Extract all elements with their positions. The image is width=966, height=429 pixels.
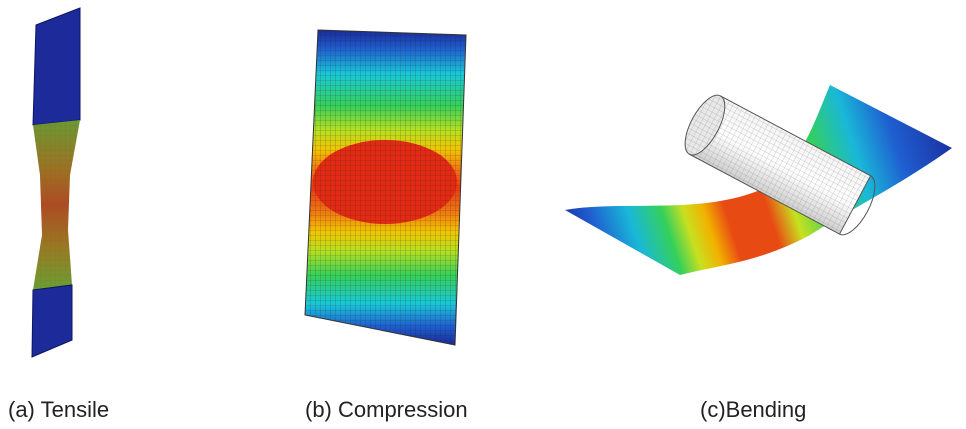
caption-bending: (c)Bending xyxy=(700,397,806,422)
grip-bottom xyxy=(32,285,72,357)
figure: (a) Tensile (b) Compression (c)Bending xyxy=(0,0,966,429)
caption-compression: (b) Compression xyxy=(305,397,468,422)
tensile-specimen xyxy=(32,8,80,357)
page: {"captions": {"tensile": "(a) Tensile", … xyxy=(0,0,966,429)
plate-mesh xyxy=(305,30,466,345)
grip-top xyxy=(33,8,80,125)
bending-setup xyxy=(565,85,952,275)
compression-plate xyxy=(305,30,466,345)
gauge-mesh xyxy=(33,120,80,290)
caption-tensile: (a) Tensile xyxy=(8,397,109,422)
